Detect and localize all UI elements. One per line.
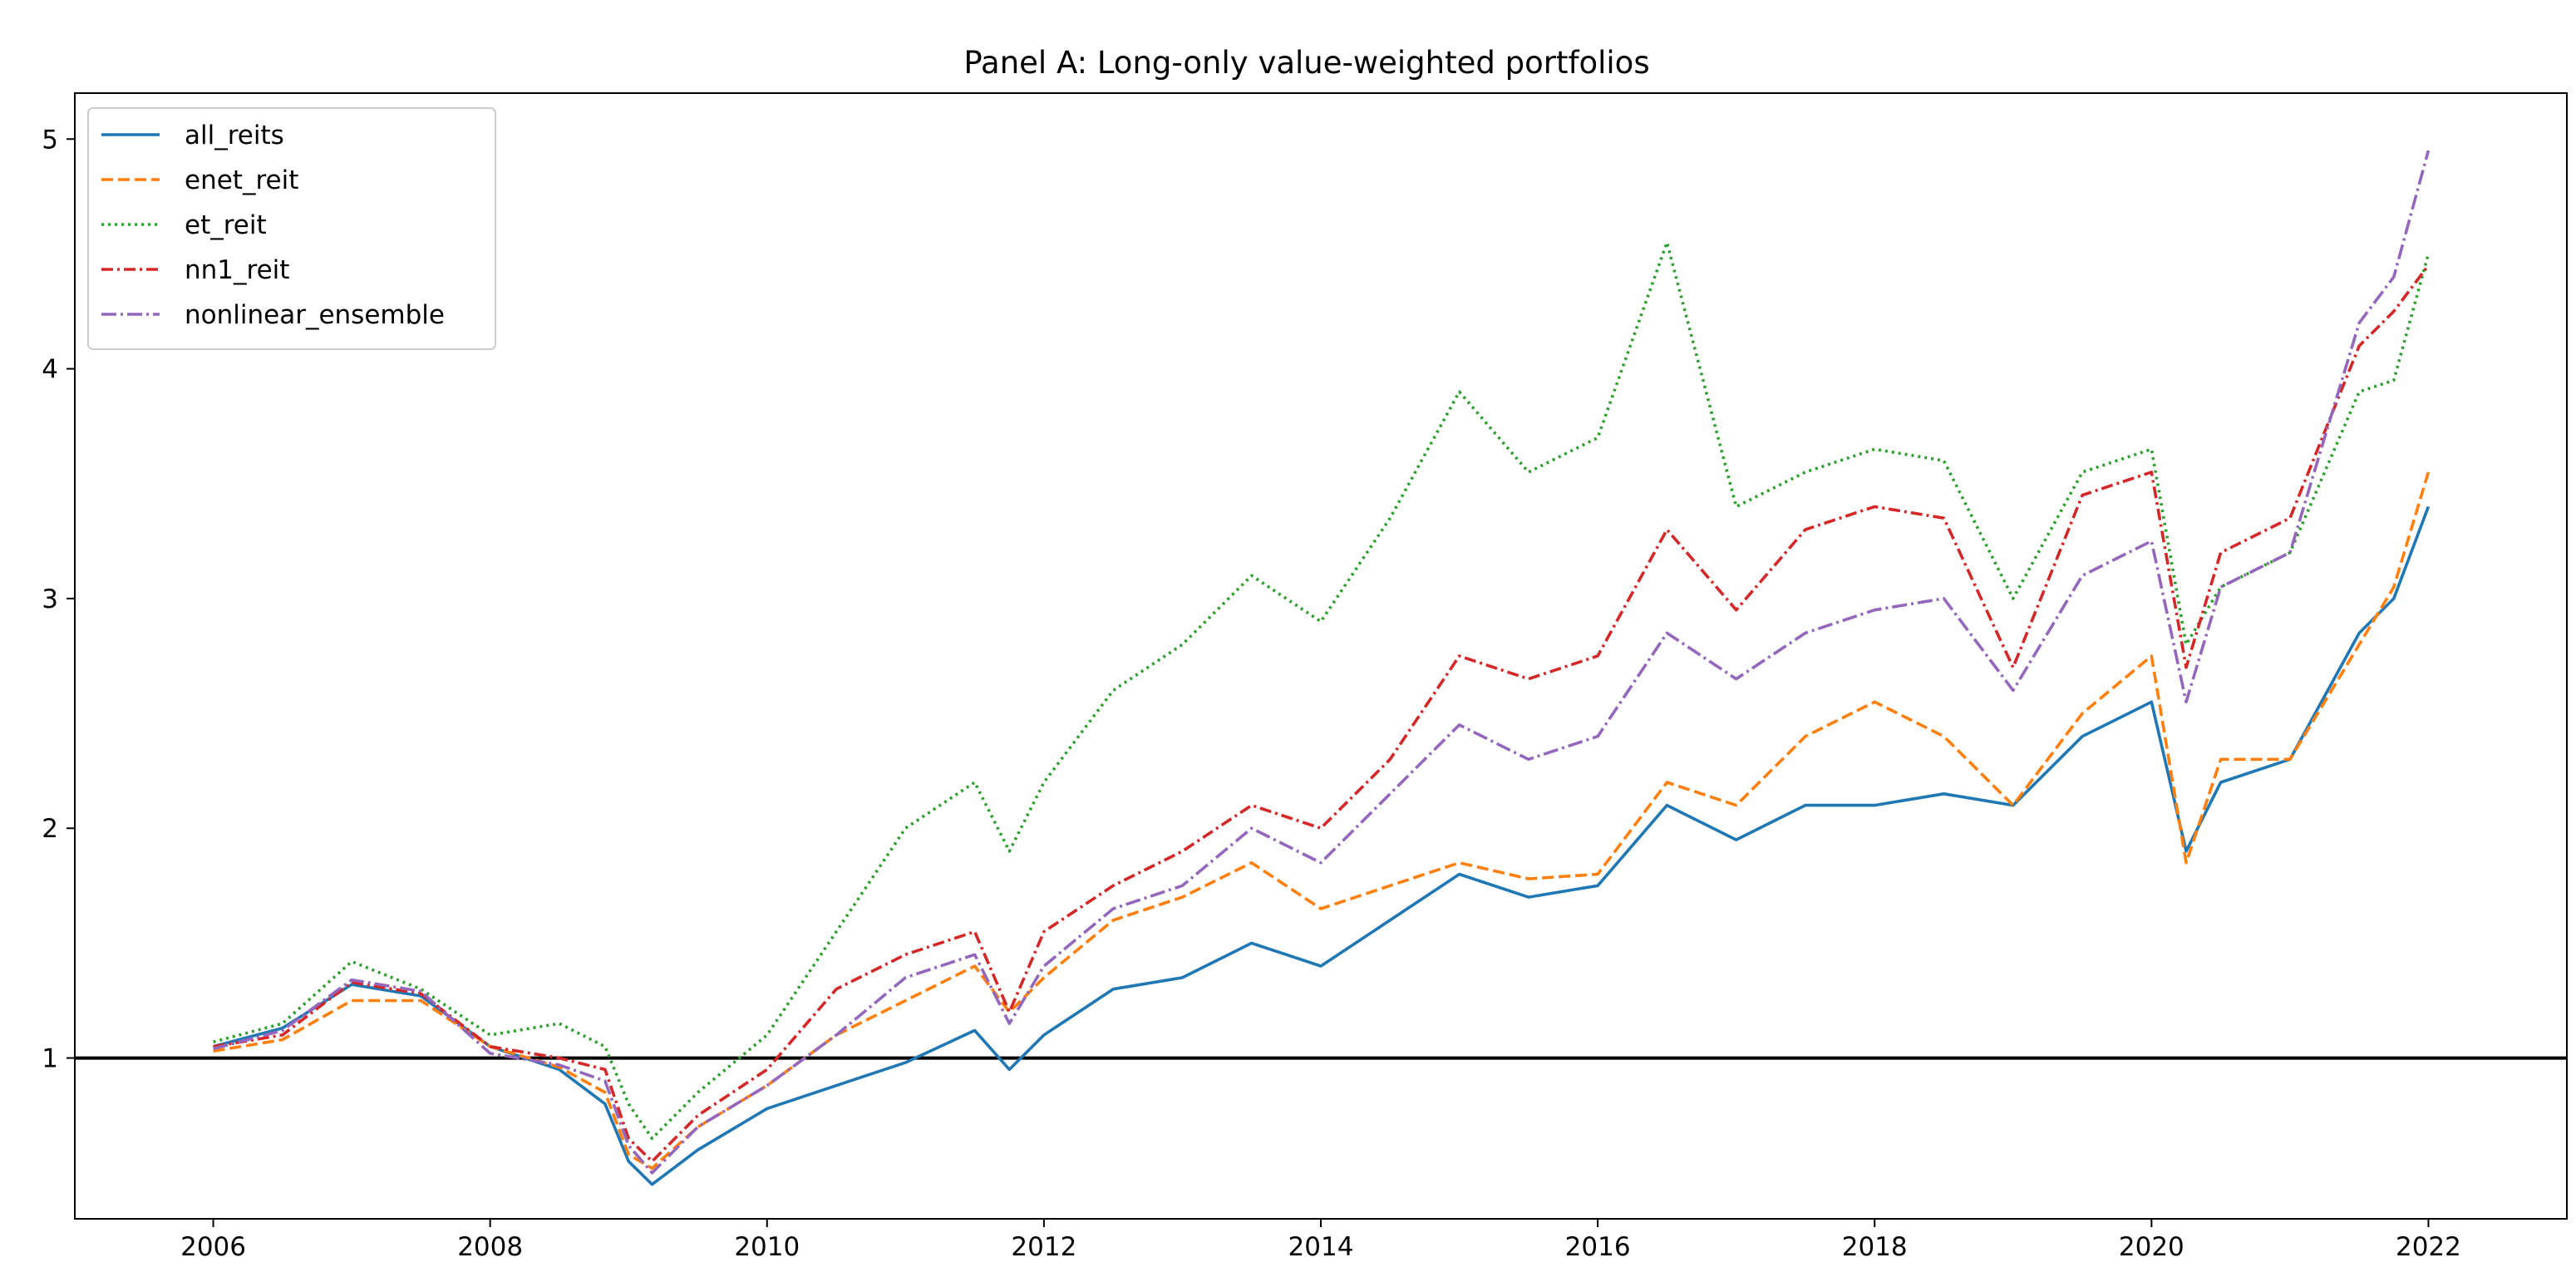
x-tick-label: 2016: [1565, 1232, 1631, 1262]
legend: all_reits enet_reit et_reit nn1_reitnonline…: [87, 107, 496, 350]
legend-label-nonlinear_ensemble: nonlinear_ensemble: [185, 300, 445, 330]
legend-label-et_reit: et_reit: [185, 210, 267, 240]
y-tick-label: 2: [42, 814, 58, 844]
series-group: [213, 150, 2431, 1186]
x-axis: 2006 2008 2010 2012 2014 2016 2018 2020 2022: [180, 1219, 2461, 1262]
series-line-enet_reit: [213, 471, 2431, 1170]
y-tick-label: 1: [42, 1044, 58, 1074]
x-tick-label: 2006: [180, 1232, 246, 1262]
x-tick-label: 2022: [2396, 1232, 2461, 1262]
x-tick-label: 2014: [1288, 1232, 1354, 1262]
x-tick-label: 2018: [1842, 1232, 1908, 1262]
series-line-et_reit: [213, 240, 2431, 1141]
y-axis: 1 2 3 4 5: [42, 125, 75, 1074]
chart-title: Panel A: Long-only value-weighted portfo…: [963, 45, 1649, 81]
y-tick-label: 3: [42, 584, 58, 614]
legend-box: [87, 107, 496, 350]
y-tick-label: 4: [42, 355, 58, 385]
y-tick-label: 5: [42, 125, 58, 155]
legend-label-nn1_reit: nn1_reit: [185, 255, 289, 285]
series-line-all_reits: [213, 505, 2431, 1186]
x-tick-label: 2008: [457, 1232, 523, 1262]
x-tick-label: 2012: [1011, 1232, 1076, 1262]
x-tick-label: 2010: [734, 1232, 800, 1262]
legend-label-enet_reit: enet_reit: [185, 165, 298, 195]
legend-label-all_reits: all_reits: [185, 121, 284, 150]
series-line-nonlinear_ensemble: [213, 150, 2431, 1175]
x-tick-label: 2020: [2119, 1232, 2184, 1262]
series-line-nn1_reit: [213, 264, 2430, 1163]
